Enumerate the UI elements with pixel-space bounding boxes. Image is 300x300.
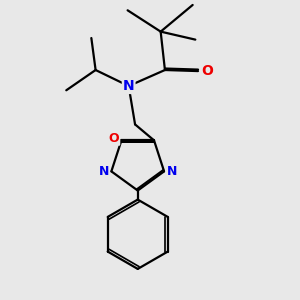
Text: N: N [123, 79, 134, 93]
Text: N: N [167, 165, 177, 178]
Text: O: O [109, 132, 119, 145]
Text: N: N [99, 165, 109, 178]
Text: O: O [202, 64, 214, 78]
